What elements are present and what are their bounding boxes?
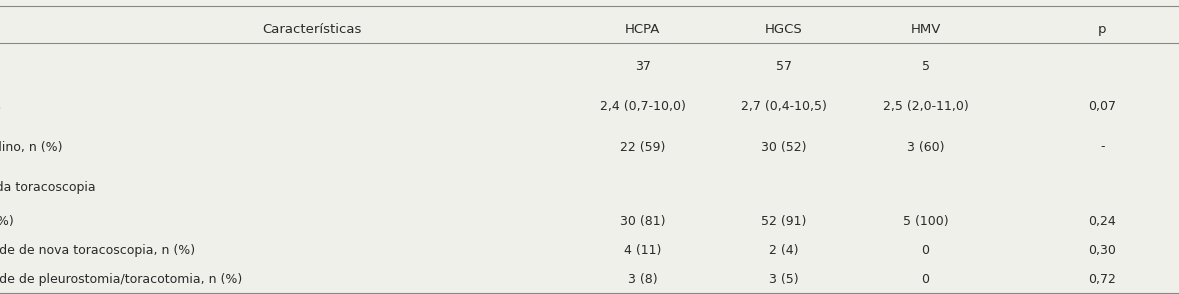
Text: HGCS: HGCS [765,23,803,36]
Text: 57: 57 [776,60,792,73]
Text: 5: 5 [922,60,929,73]
Text: Eficaz, n (%): Eficaz, n (%) [0,215,14,228]
Text: 2,7 (0,4-10,5): 2,7 (0,4-10,5) [742,100,826,113]
Text: HMV: HMV [910,23,941,36]
Text: HCPA: HCPA [625,23,660,36]
Text: 3 (5): 3 (5) [769,273,799,286]
Text: 2,4 (0,7-10,0): 2,4 (0,7-10,0) [600,100,685,113]
Text: 30 (81): 30 (81) [620,215,665,228]
Text: 2,5 (2,0-11,0): 2,5 (2,0-11,0) [883,100,968,113]
Text: 37: 37 [634,60,651,73]
Text: Características: Características [263,23,362,36]
Text: -: - [1100,141,1105,153]
Text: Resultados da toracoscopia: Resultados da toracoscopia [0,181,95,194]
Text: 52 (91): 52 (91) [762,215,806,228]
Text: 5 (100): 5 (100) [903,215,948,228]
Text: Necessidade de pleurostomia/toracotomia, n (%): Necessidade de pleurostomia/toracotomia,… [0,273,243,286]
Text: 3 (60): 3 (60) [907,141,944,153]
Text: 30 (52): 30 (52) [762,141,806,153]
Text: 3 (8): 3 (8) [627,273,658,286]
Text: 0: 0 [922,273,929,286]
Text: p: p [1098,23,1107,36]
Text: Necessidade de nova toracoscopia, n (%): Necessidade de nova toracoscopia, n (%) [0,244,196,257]
Text: 0,24: 0,24 [1088,215,1117,228]
Text: 0: 0 [922,244,929,257]
Text: 2 (4): 2 (4) [769,244,799,257]
Text: 0,07: 0,07 [1088,100,1117,113]
Text: 4 (11): 4 (11) [624,244,661,257]
Text: 0,72: 0,72 [1088,273,1117,286]
Text: 0,30: 0,30 [1088,244,1117,257]
Text: Sexo masculino, n (%): Sexo masculino, n (%) [0,141,62,153]
Text: 22 (59): 22 (59) [620,141,665,153]
